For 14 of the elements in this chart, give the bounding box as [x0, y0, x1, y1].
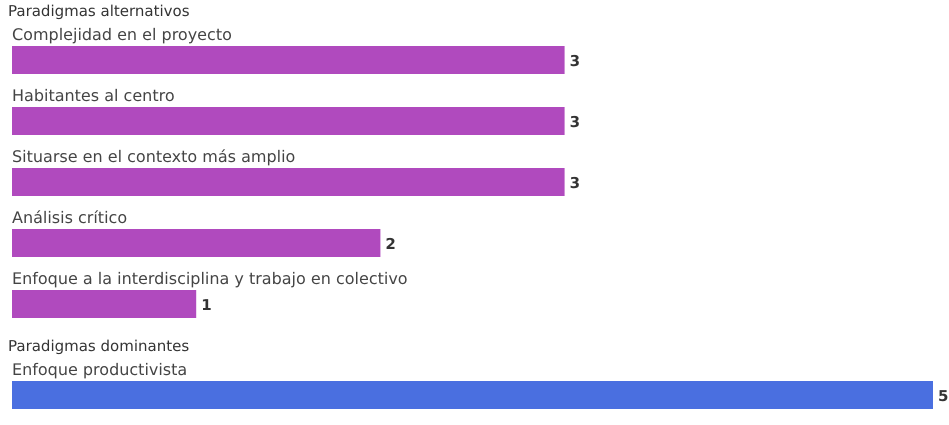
y-tick-label: Análisis crítico — [12, 208, 128, 227]
data-label: 2 — [385, 235, 396, 253]
text: Paradigmas dominantes — [8, 337, 190, 355]
y-tick-label: Enfoque a la interdisciplina y trabajo en colectivo — [12, 269, 408, 288]
y-tick-label: Situarse en el contexto más amplio — [12, 147, 296, 166]
data-label: 1 — [201, 296, 212, 314]
y-tick-label: Complejidad en el proyecto — [12, 25, 232, 44]
y-tick-label: Habitantes al centro — [12, 86, 175, 105]
data-label: 3 — [570, 113, 580, 131]
data-label: 3 — [570, 174, 580, 192]
data-label: 5 — [938, 387, 948, 405]
chart-title: Paradigmas alternativos — [8, 2, 190, 20]
y-tick-label: Enfoque productivista — [12, 360, 188, 379]
data-label: 3 — [570, 52, 580, 70]
